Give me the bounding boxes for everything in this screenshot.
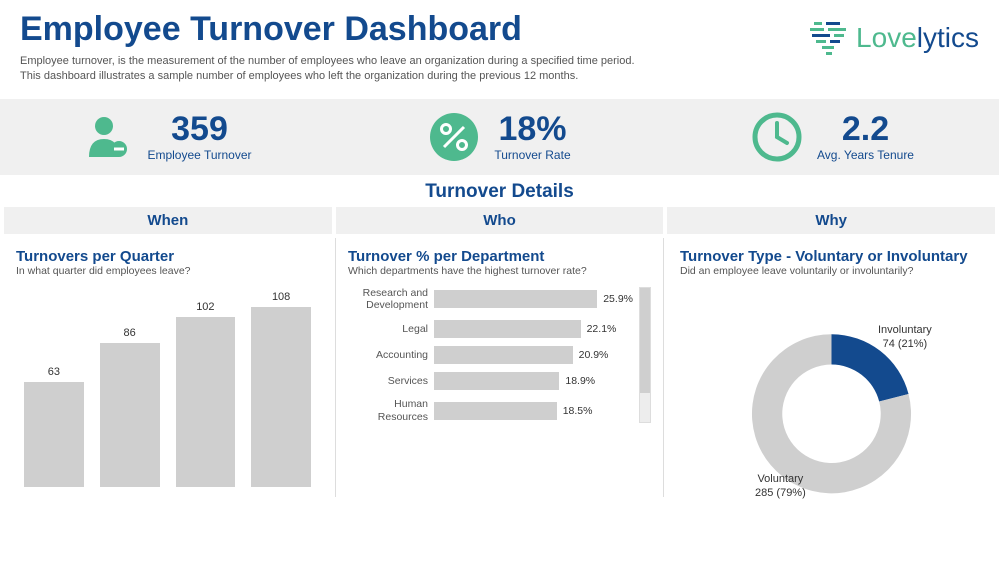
hbar-category: Services — [348, 375, 434, 388]
header: Employee Turnover Dashboard Employee tur… — [0, 0, 999, 91]
kpi-row: 359 Employee Turnover 18% Turnover Rate — [0, 99, 999, 175]
panel-when: Turnovers per Quarter In what quarter di… — [4, 238, 331, 497]
hbar-category: Human Resources — [348, 398, 434, 423]
hbar-chart: Research and Development 25.9% Legal 22.1% A… — [348, 287, 651, 423]
hbar-track: 22.1% — [434, 320, 633, 338]
kpi-value: 2.2 — [817, 112, 914, 146]
hbar-value-label: 22.1% — [587, 323, 617, 335]
bar-value-label: 86 — [124, 327, 136, 339]
kpi-label: Avg. Years Tenure — [817, 148, 914, 162]
hbar-value-label: 18.9% — [565, 375, 595, 387]
hbar-category: Accounting — [348, 349, 434, 362]
scrollbar[interactable] — [639, 287, 651, 423]
bar-value-label: 108 — [272, 291, 290, 303]
panel-when-title: Turnovers per Quarter — [16, 248, 319, 265]
hbar-fill — [434, 290, 597, 308]
kpi-text: 2.2 Avg. Years Tenure — [817, 112, 914, 162]
kpi-label: Turnover Rate — [494, 148, 570, 162]
hbar-row: Human Resources 18.5% — [348, 398, 633, 423]
hbar-fill — [434, 402, 557, 420]
user-minus-icon — [81, 111, 133, 163]
bar-chart: 63 86 102 108 — [16, 287, 319, 487]
page-subtitle: Employee turnover, is the measurement of… — [20, 54, 808, 85]
bar: 102 — [176, 301, 236, 487]
donut-svg — [680, 287, 983, 497]
hbar-track: 20.9% — [434, 346, 633, 364]
donut-chart: Involuntary 74 (21%) Voluntary 285 (79%) — [680, 287, 983, 497]
bar-fill — [100, 343, 160, 486]
panel-who-subtitle: Which departments have the highest turno… — [348, 265, 651, 277]
donut-label-involuntary-line1: Involuntary — [878, 323, 932, 337]
bar-fill — [176, 317, 236, 487]
hbar-track: 25.9% — [434, 290, 633, 308]
title-block: Employee Turnover Dashboard Employee tur… — [20, 10, 808, 85]
logo-part-2: lytics — [917, 22, 979, 53]
donut-label-voluntary-line1: Voluntary — [755, 472, 806, 486]
hbar-fill — [434, 320, 581, 338]
section-title: Turnover Details — [0, 181, 999, 203]
bar-value-label: 102 — [196, 301, 214, 313]
kpi-value: 359 — [147, 112, 251, 146]
kpi-label: Employee Turnover — [147, 148, 251, 162]
bar-value-label: 63 — [48, 366, 60, 378]
tab-why[interactable]: Why — [667, 207, 995, 234]
hbar-row: Research and Development 25.9% — [348, 287, 633, 312]
kpi-employee-turnover: 359 Employee Turnover — [0, 99, 333, 175]
logo: Lovelytics — [808, 18, 979, 58]
hbar-category: Legal — [348, 323, 434, 336]
subtitle-line-1: Employee turnover, is the measurement of… — [20, 54, 808, 69]
clock-icon — [751, 111, 803, 163]
hbar-fill — [434, 346, 573, 364]
panel-why-title: Turnover Type - Voluntary or Involuntary — [680, 248, 983, 265]
scrollbar-thumb[interactable] — [640, 288, 650, 393]
kpi-text: 18% Turnover Rate — [494, 112, 570, 162]
bar: 63 — [24, 366, 84, 487]
subtitle-line-2: This dashboard illustrates a sample numb… — [20, 69, 808, 84]
logo-part-1: Love — [856, 22, 917, 53]
panel-who-title: Turnover % per Department — [348, 248, 651, 265]
hbar-category: Research and Development — [348, 287, 434, 312]
tab-when[interactable]: When — [4, 207, 332, 234]
donut-label-involuntary: Involuntary 74 (21%) — [878, 323, 932, 352]
donut-label-voluntary: Voluntary 285 (79%) — [755, 472, 806, 501]
bar: 86 — [100, 327, 160, 486]
donut-label-voluntary-line2: 285 (79%) — [755, 486, 806, 500]
hbar-value-label: 25.9% — [603, 293, 633, 305]
panels: Turnovers per Quarter In what quarter di… — [0, 234, 999, 497]
panel-why-subtitle: Did an employee leave voluntarily or inv… — [680, 265, 983, 277]
hbar-track: 18.5% — [434, 402, 633, 420]
hbar-row: Accounting 20.9% — [348, 346, 633, 364]
hbar-track: 18.9% — [434, 372, 633, 390]
bar-fill — [24, 382, 84, 487]
kpi-turnover-rate: 18% Turnover Rate — [333, 99, 666, 175]
hbar-row: Services 18.9% — [348, 372, 633, 390]
hbar-fill — [434, 372, 559, 390]
logo-text: Lovelytics — [856, 22, 979, 54]
kpi-avg-tenure: 2.2 Avg. Years Tenure — [666, 99, 999, 175]
kpi-value: 18% — [494, 112, 570, 146]
panel-why: Turnover Type - Voluntary or Involuntary… — [668, 238, 995, 497]
tab-who[interactable]: Who — [336, 207, 664, 234]
donut-label-involuntary-line2: 74 (21%) — [878, 337, 932, 351]
logo-heart-icon — [808, 18, 856, 58]
bar-fill — [251, 307, 311, 487]
page-title: Employee Turnover Dashboard — [20, 10, 808, 49]
hbar-value-label: 20.9% — [579, 349, 609, 361]
bar: 108 — [251, 291, 311, 487]
panel-when-subtitle: In what quarter did employees leave? — [16, 265, 319, 277]
tabs: When Who Why — [0, 207, 999, 234]
percent-icon — [428, 111, 480, 163]
hbar-row: Legal 22.1% — [348, 320, 633, 338]
panel-who: Turnover % per Department Which departme… — [335, 238, 664, 497]
hbar-value-label: 18.5% — [563, 405, 593, 417]
kpi-text: 359 Employee Turnover — [147, 112, 251, 162]
